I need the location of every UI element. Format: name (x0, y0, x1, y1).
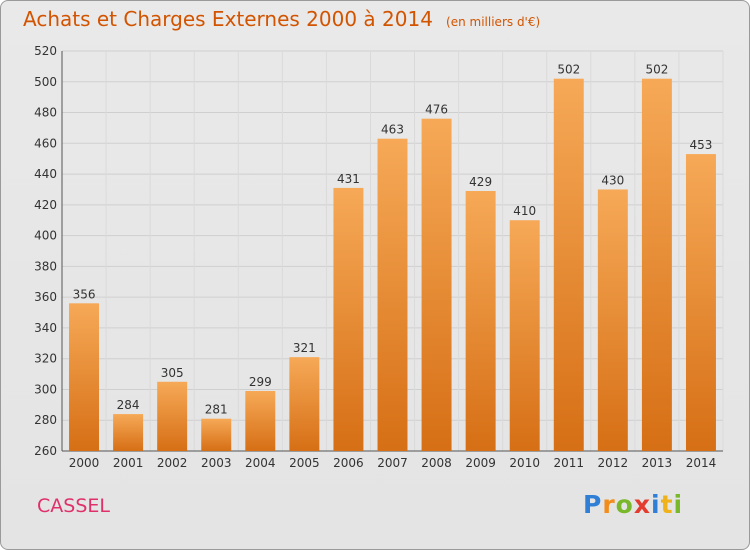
data-label: 284 (117, 398, 140, 412)
y-tick-label: 440 (34, 167, 57, 181)
proxiti-logo: Proxiti (583, 490, 684, 519)
bar-2006 (333, 187, 364, 451)
x-tick-label: 2005 (289, 456, 320, 470)
y-tick-label: 340 (34, 321, 57, 335)
bar-2007 (377, 138, 408, 451)
chart-unit: (en milliers d'€) (446, 15, 541, 29)
data-label: 281 (205, 403, 228, 417)
bar-2000 (69, 303, 100, 451)
chart-title-block: Achats et Charges Externes 2000 à 2014 (… (23, 7, 540, 31)
x-tick-label: 2014 (686, 456, 717, 470)
x-tick-label: 2011 (553, 456, 584, 470)
commune-name: CASSEL (37, 495, 110, 517)
y-tick-label: 380 (34, 259, 57, 273)
x-tick-label: 2006 (333, 456, 364, 470)
bar-2001 (113, 414, 144, 451)
bar-2003 (201, 418, 232, 451)
x-tick-label: 2008 (421, 456, 452, 470)
x-tick-label: 2010 (509, 456, 540, 470)
bar-2012 (597, 189, 628, 451)
label-layer: 356 2000 284 2001 305 2002 281 2003 299 2004 321 20… (69, 63, 716, 470)
data-label: 453 (690, 138, 713, 152)
bar-2009 (465, 191, 496, 451)
y-tick-label: 480 (34, 106, 57, 120)
y-tick-label: 360 (34, 290, 57, 304)
bar-2002 (157, 381, 188, 451)
data-label: 321 (293, 341, 316, 355)
data-label: 305 (161, 366, 184, 380)
y-tick-label: 280 (34, 413, 57, 427)
x-tick-label: 2013 (642, 456, 673, 470)
data-label: 430 (601, 173, 624, 187)
bar-layer (69, 78, 716, 452)
y-tick-label: 420 (34, 198, 57, 212)
data-label: 463 (381, 123, 404, 137)
y-tick-label: 400 (34, 229, 57, 243)
data-label: 502 (645, 63, 668, 77)
bar-2004 (245, 391, 276, 451)
bar-2010 (509, 220, 540, 451)
x-tick-label: 2003 (201, 456, 232, 470)
bar-2011 (553, 78, 584, 451)
data-label: 429 (469, 175, 492, 189)
y-tick-label: 520 (34, 44, 57, 58)
data-label: 431 (337, 172, 360, 186)
bar-2005 (289, 357, 320, 451)
bar-2014 (685, 154, 716, 452)
bar-2013 (641, 78, 672, 451)
data-label: 502 (557, 63, 580, 77)
x-tick-label: 2012 (598, 456, 629, 470)
data-label: 356 (73, 287, 96, 301)
y-tick-label: 260 (34, 444, 57, 458)
x-tick-label: 2002 (157, 456, 188, 470)
x-tick-label: 2009 (465, 456, 496, 470)
bar-2008 (421, 118, 452, 451)
data-label: 410 (513, 204, 536, 218)
chart-title: Achats et Charges Externes 2000 à 2014 (23, 7, 433, 31)
x-tick-label: 2000 (69, 456, 100, 470)
x-tick-label: 2004 (245, 456, 276, 470)
y-tick-label: 300 (34, 382, 57, 396)
y-tick-label: 460 (34, 136, 57, 150)
data-label: 299 (249, 375, 272, 389)
y-tick-label: 500 (34, 75, 57, 89)
y-tick-label: 320 (34, 352, 57, 366)
x-tick-label: 2001 (113, 456, 144, 470)
x-tick-label: 2007 (377, 456, 408, 470)
data-label: 476 (425, 103, 448, 117)
